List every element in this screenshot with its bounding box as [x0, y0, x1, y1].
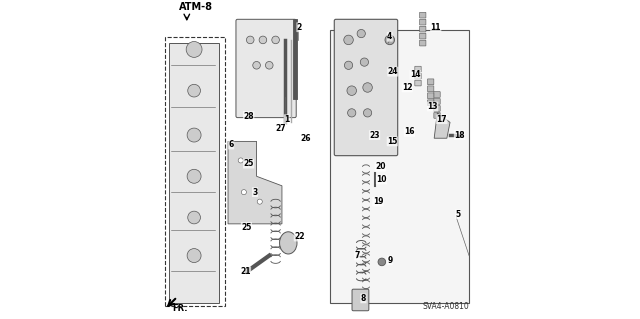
Text: 15: 15: [387, 137, 397, 146]
Circle shape: [347, 86, 356, 95]
Text: 23: 23: [369, 130, 380, 139]
Circle shape: [364, 109, 372, 117]
Circle shape: [357, 29, 365, 38]
Circle shape: [272, 36, 280, 44]
Circle shape: [246, 36, 254, 44]
Text: 16: 16: [404, 127, 415, 137]
Circle shape: [188, 84, 200, 97]
Bar: [330, 30, 469, 303]
Circle shape: [187, 249, 201, 263]
FancyBboxPatch shape: [434, 99, 440, 104]
FancyBboxPatch shape: [415, 73, 421, 79]
Text: 10: 10: [376, 175, 387, 184]
Text: 19: 19: [372, 197, 383, 206]
Text: 25: 25: [243, 159, 254, 168]
Circle shape: [186, 41, 202, 57]
Text: 3: 3: [252, 188, 258, 197]
FancyBboxPatch shape: [415, 80, 421, 86]
FancyBboxPatch shape: [420, 26, 426, 32]
FancyBboxPatch shape: [428, 79, 434, 85]
FancyBboxPatch shape: [236, 19, 296, 118]
Circle shape: [266, 62, 273, 69]
Circle shape: [360, 58, 369, 66]
Circle shape: [344, 35, 353, 45]
Circle shape: [259, 36, 267, 44]
Circle shape: [188, 211, 200, 224]
Text: 8: 8: [361, 294, 366, 303]
Circle shape: [187, 128, 201, 142]
Bar: [164, 37, 225, 306]
FancyBboxPatch shape: [352, 289, 369, 311]
Circle shape: [348, 109, 356, 117]
Text: 27: 27: [275, 124, 285, 133]
Text: 22: 22: [294, 232, 305, 241]
Text: FR.: FR.: [173, 304, 188, 313]
Text: 14: 14: [410, 70, 420, 79]
FancyBboxPatch shape: [434, 106, 440, 111]
Circle shape: [257, 199, 262, 204]
Text: 2: 2: [297, 23, 302, 32]
Polygon shape: [228, 141, 282, 224]
FancyBboxPatch shape: [415, 66, 421, 72]
FancyBboxPatch shape: [420, 40, 426, 46]
Circle shape: [253, 62, 260, 69]
Text: 26: 26: [301, 134, 311, 143]
Text: 6: 6: [228, 140, 234, 149]
FancyBboxPatch shape: [420, 19, 426, 25]
Text: 9: 9: [387, 256, 392, 265]
Circle shape: [238, 158, 243, 163]
Text: 25: 25: [241, 223, 252, 232]
Text: 11: 11: [431, 23, 441, 32]
FancyBboxPatch shape: [434, 92, 440, 97]
Text: 24: 24: [388, 67, 398, 76]
FancyBboxPatch shape: [434, 113, 440, 118]
Text: SVA4-A0810: SVA4-A0810: [422, 302, 469, 311]
FancyBboxPatch shape: [428, 100, 434, 106]
Text: 12: 12: [402, 83, 412, 92]
Circle shape: [187, 169, 201, 183]
Polygon shape: [434, 113, 450, 138]
Ellipse shape: [280, 232, 297, 254]
Circle shape: [378, 258, 386, 266]
Text: ATM-8: ATM-8: [179, 2, 213, 12]
Text: 21: 21: [240, 267, 251, 276]
FancyBboxPatch shape: [420, 12, 426, 18]
Circle shape: [344, 61, 353, 70]
Text: 13: 13: [428, 102, 438, 111]
FancyBboxPatch shape: [334, 19, 397, 156]
FancyBboxPatch shape: [420, 33, 426, 39]
Text: 17: 17: [436, 115, 447, 124]
Text: 4: 4: [387, 32, 392, 41]
Text: 1: 1: [284, 115, 289, 124]
FancyBboxPatch shape: [428, 86, 434, 92]
Text: 18: 18: [454, 130, 465, 139]
Text: 28: 28: [243, 112, 254, 121]
Circle shape: [363, 83, 372, 92]
Text: 20: 20: [375, 162, 385, 171]
Text: 5: 5: [456, 210, 461, 219]
Text: 7: 7: [355, 251, 360, 260]
Circle shape: [385, 35, 394, 45]
FancyBboxPatch shape: [428, 93, 434, 99]
Circle shape: [241, 189, 246, 195]
Bar: [170, 43, 218, 303]
